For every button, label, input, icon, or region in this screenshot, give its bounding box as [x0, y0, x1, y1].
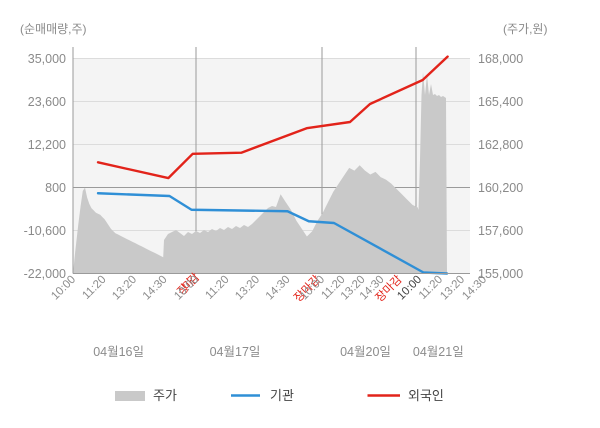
svg-text:04월17일: 04월17일 — [210, 345, 261, 359]
svg-text:13:20: 13:20 — [233, 274, 262, 303]
svg-text:14:30: 14:30 — [264, 274, 293, 303]
svg-text:11:20: 11:20 — [80, 274, 108, 302]
svg-text:주가: 주가 — [153, 388, 177, 403]
svg-text:04월20일: 04월20일 — [340, 345, 391, 359]
svg-text:14:30: 14:30 — [141, 274, 170, 303]
svg-text:외국인: 외국인 — [408, 388, 444, 403]
svg-text:04월16일: 04월16일 — [93, 345, 144, 359]
svg-text:11:20: 11:20 — [203, 274, 231, 302]
svg-text:기관: 기관 — [270, 388, 294, 403]
svg-text:13:20: 13:20 — [110, 274, 139, 303]
svg-text:13:20: 13:20 — [438, 274, 467, 303]
svg-text:04월21일: 04월21일 — [413, 345, 464, 359]
